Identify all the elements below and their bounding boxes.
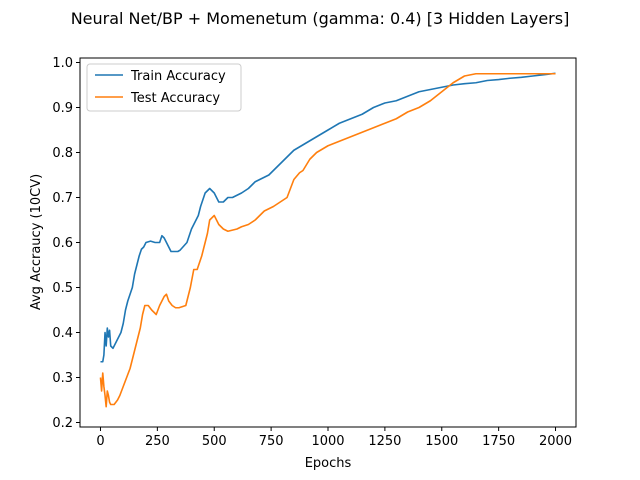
x-tick-label: 1750	[482, 434, 515, 449]
y-tick-label: 0.7	[52, 191, 73, 206]
y-axis-ticks: 0.2 0.3 0.4 0.5 0.6 0.7 0.8 0.9 1.0	[52, 56, 80, 431]
y-tick-label: 0.6	[52, 236, 73, 251]
series-line-train-accuracy	[100, 72, 556, 363]
x-tick-label: 750	[259, 434, 284, 449]
y-tick-label: 0.3	[52, 371, 73, 386]
x-tick-label: 2000	[539, 434, 572, 449]
y-tick-label: 0.2	[52, 416, 73, 431]
legend-box	[86, 63, 242, 112]
series-line-test-accuracy	[99, 72, 556, 408]
x-axis-label: Epochs	[305, 456, 352, 471]
x-tick-label: 500	[202, 434, 227, 449]
legend-label-train-accuracy: Train Accuracy	[130, 69, 226, 84]
y-tick-label: 0.9	[52, 101, 73, 116]
x-axis-ticks: 0 250 500 750 1000 1250 1500 1750 2000	[96, 427, 572, 449]
y-axis-label: Avg Accrаucy (10CV)	[29, 174, 44, 310]
x-tick-label: 0	[96, 434, 104, 449]
x-tick-label: 250	[145, 434, 170, 449]
x-tick-label: 1500	[425, 434, 458, 449]
y-tick-label: 0.4	[52, 326, 73, 341]
legend-label-test-accuracy: Test Accuracy	[130, 91, 220, 106]
x-tick-label: 1250	[368, 434, 401, 449]
x-tick-label: 1000	[311, 434, 344, 449]
legend: Train Accuracy Test Accuracy	[86, 63, 242, 112]
plot-lines	[99, 72, 556, 408]
y-tick-label: 1.0	[52, 56, 73, 71]
y-tick-label: 0.5	[52, 281, 73, 296]
y-tick-label: 0.8	[52, 146, 73, 161]
chart-title: Neural Net/BP + Momenetum (gamma: 0.4) […	[71, 9, 570, 28]
